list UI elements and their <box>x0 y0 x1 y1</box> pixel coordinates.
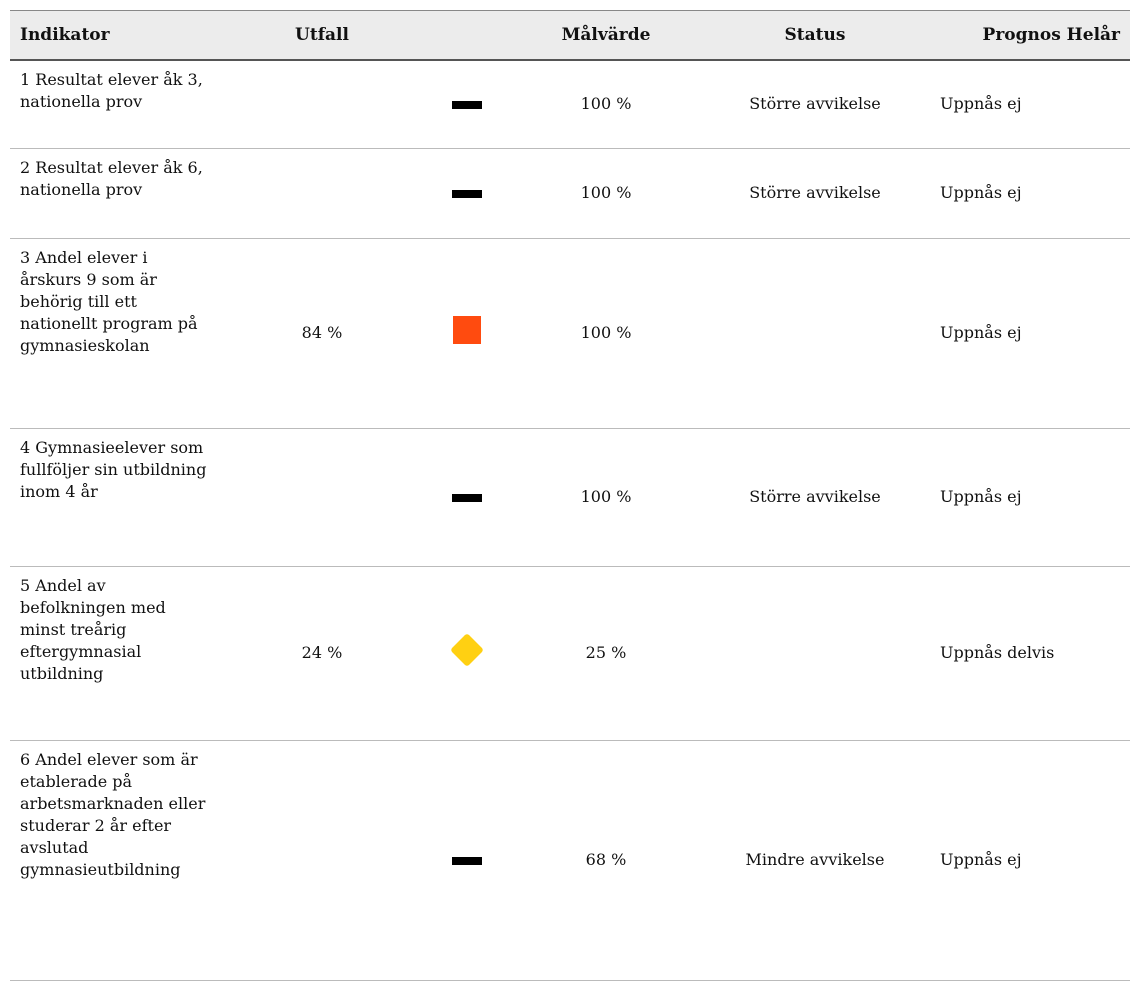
table-cell: Större avvikelse <box>700 60 930 149</box>
icon-cell <box>422 740 512 981</box>
table-cell: Uppnås ej <box>930 148 1130 239</box>
table-cell: Uppnås ej <box>930 428 1130 567</box>
table-cell: 24 % <box>222 566 422 741</box>
table-cell <box>700 238 930 429</box>
icon-cell <box>422 428 512 567</box>
table-row: 2 Resultat elever åk 6, nationella prov 1… <box>10 148 1130 239</box>
table-row: 1 Resultat elever åk 3, nationella prov 1… <box>10 60 1130 149</box>
table-row: 3 Andel elever i årskurs 9 som är behöri… <box>10 238 1130 429</box>
status-icon <box>452 101 482 110</box>
status-icon <box>452 857 482 865</box>
table-cell: Uppnås ej <box>930 740 1130 981</box>
table-row: 5 Andel av befolkningen med minst treåri… <box>10 566 1130 741</box>
table-cell: 100 % <box>512 428 700 567</box>
status-icon <box>450 633 484 667</box>
icon-cell <box>422 238 512 429</box>
table-cell <box>700 566 930 741</box>
table-cell: Uppnås ej <box>930 60 1130 149</box>
table-container: Indikator Utfall Målvärde Status Prognos… <box>10 10 1130 981</box>
header-cell: Utfall <box>222 10 422 61</box>
header-cell: Indikator <box>10 10 222 61</box>
table-cell <box>222 60 422 149</box>
table-cell: 100 % <box>512 60 700 149</box>
header-row: Indikator Utfall Målvärde Status Prognos… <box>10 10 1130 61</box>
status-icon <box>452 494 482 502</box>
header-cell <box>422 10 512 61</box>
table-cell: Större avvikelse <box>700 148 930 239</box>
header-cell: Prognos Helår <box>930 10 1130 61</box>
table-cell: 2 Resultat elever åk 6, nationella prov <box>10 148 222 239</box>
table-row: 6 Andel elever som är etablerade på arbe… <box>10 740 1130 981</box>
table-cell: Mindre avvikelse <box>700 740 930 981</box>
icon-cell <box>422 60 512 149</box>
table-cell <box>222 740 422 981</box>
table-cell: Uppnås ej <box>930 238 1130 429</box>
indicator-table: Indikator Utfall Målvärde Status Prognos… <box>10 10 1130 981</box>
icon-cell <box>422 148 512 239</box>
table-cell: Större avvikelse <box>700 428 930 567</box>
table-row: 4 Gymnasieelever som fullföljer sin utbi… <box>10 428 1130 567</box>
table-cell: 1 Resultat elever åk 3, nationella prov <box>10 60 222 149</box>
table-cell: 5 Andel av befolkningen med minst treåri… <box>10 566 222 741</box>
header-cell: Målvärde <box>512 10 700 61</box>
icon-cell <box>422 566 512 741</box>
table-cell <box>222 428 422 567</box>
table-cell: 6 Andel elever som är etablerade på arbe… <box>10 740 222 981</box>
table-cell: 84 % <box>222 238 422 429</box>
status-icon <box>452 190 482 198</box>
table-cell: 100 % <box>512 238 700 429</box>
table-body: 1 Resultat elever åk 3, nationella prov 1… <box>10 60 1130 981</box>
status-icon <box>453 316 481 344</box>
table-cell <box>222 148 422 239</box>
header-cell: Status <box>700 10 930 61</box>
table-cell: 25 % <box>512 566 700 741</box>
table-cell: 4 Gymnasieelever som fullföljer sin utbi… <box>10 428 222 567</box>
table-cell: 68 % <box>512 740 700 981</box>
table-cell: Uppnås delvis <box>930 566 1130 741</box>
table-cell: 100 % <box>512 148 700 239</box>
table-cell: 3 Andel elever i årskurs 9 som är behöri… <box>10 238 222 429</box>
